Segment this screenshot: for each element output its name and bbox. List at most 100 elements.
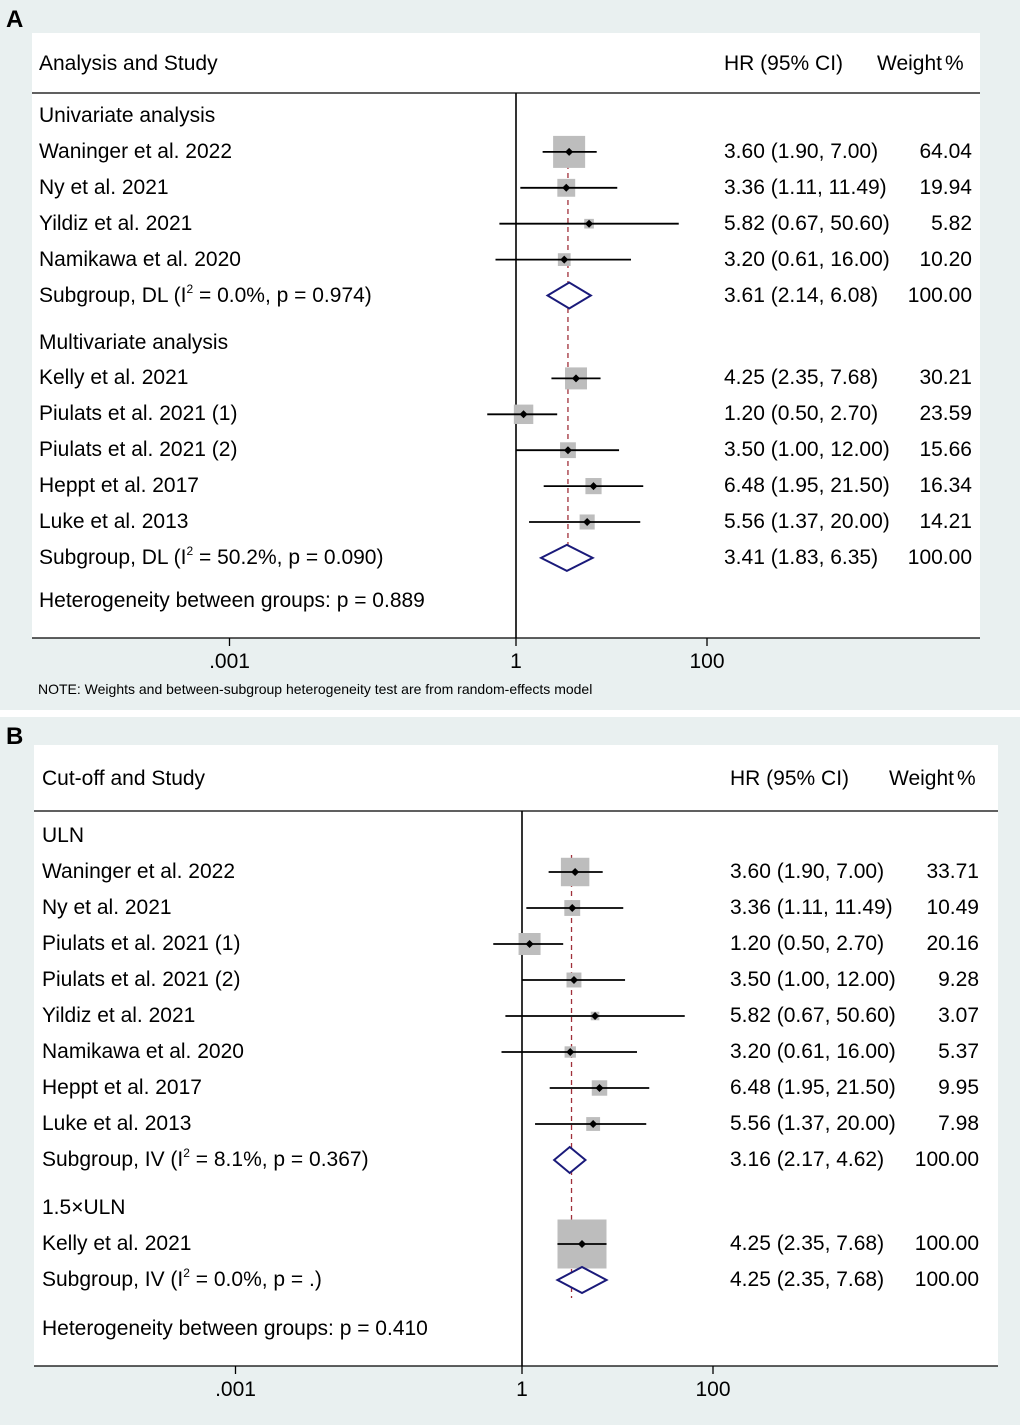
study-point-estimate — [563, 446, 572, 455]
study-point-estimate — [591, 1012, 600, 1020]
group-heading: 1.5×ULN — [42, 1196, 126, 1219]
subgroup-label: Subgroup, IV (I2 = 0.0%, p = .) — [42, 1266, 322, 1294]
subgroup-weight: 100.00 — [907, 283, 972, 307]
x-axis-tick-label: 1 — [516, 1378, 528, 1401]
study-point-estimate — [583, 518, 592, 526]
study-hr-ci: 6.48 (1.95, 21.50) — [730, 1076, 896, 1099]
header-weight-label: Weight — [877, 52, 942, 75]
subgroup-label-suffix: = 8.1%, p = 0.367) — [189, 1148, 369, 1171]
heterogeneity-between-groups: Heterogeneity between groups: p = 0.410 — [42, 1317, 428, 1340]
subgroup-diamond — [545, 281, 593, 310]
subgroup-hr-ci: 3.61 (2.14, 6.08) — [724, 283, 879, 307]
study-weight: 15.66 — [919, 438, 972, 462]
subgroup-weight: 100.00 — [914, 1268, 979, 1291]
header-hr-column: HR (95% CI) — [730, 767, 850, 790]
subgroup-label-suffix: = 0.0%, p = 0.974) — [193, 283, 372, 307]
study-weight: 3.07 — [938, 1004, 979, 1027]
study-hr-ci: 3.60 (1.90, 7.00) — [730, 860, 885, 883]
study-hr-ci: 3.60 (1.90, 7.00) — [724, 139, 879, 163]
study-point-estimate — [565, 147, 574, 156]
study-weight: 33.71 — [926, 860, 979, 883]
study-label: Luke et al. 2013 — [42, 1112, 192, 1135]
study-weight: 23.59 — [919, 402, 972, 426]
subgroup-hr-ci: 3.16 (2.17, 4.62) — [730, 1148, 885, 1171]
study-weight: 100.00 — [914, 1232, 979, 1255]
panel-b-plot-area — [34, 745, 998, 1366]
study-label: Yildiz et al. 2021 — [42, 1004, 196, 1027]
study-label: Heppt et al. 2017 — [42, 1076, 202, 1099]
study-hr-ci: 1.20 (0.50, 2.70) — [730, 932, 885, 955]
study-hr-ci: 3.50 (1.00, 12.00) — [724, 438, 890, 462]
x-axis-tick-label: .001 — [209, 650, 250, 673]
header-weight-column: Weight% — [889, 767, 976, 791]
subgroup-label-superscript: 2 — [186, 543, 194, 558]
panel-a-footnote: NOTE: Weights and between-subgroup heter… — [38, 681, 593, 697]
subgroup-label-prefix: Subgroup, IV (I — [42, 1148, 184, 1171]
study-point-estimate — [585, 219, 594, 228]
header-weight-label: Weight — [889, 767, 954, 790]
study-weight: 9.28 — [938, 968, 979, 991]
study-weight: 20.16 — [926, 932, 979, 955]
study-weight: 10.49 — [926, 896, 979, 919]
study-weight: 5.82 — [931, 211, 972, 235]
header-study-column: Cut-off and Study — [42, 767, 206, 790]
study-point-estimate — [572, 374, 581, 383]
study-point-estimate — [569, 976, 578, 984]
study-label: Kelly et al. 2021 — [42, 1232, 192, 1255]
x-axis-tick-label: 100 — [689, 650, 725, 673]
study-label: Piulats et al. 2021 (2) — [42, 968, 241, 991]
study-label: Ny et al. 2021 — [42, 896, 172, 919]
study-weight: 5.37 — [938, 1040, 979, 1063]
study-label: Waninger et al. 2022 — [39, 139, 233, 163]
subgroup-label-prefix: Subgroup, DL (I — [39, 283, 187, 307]
x-axis-tick-label: 100 — [695, 1378, 731, 1401]
study-point-estimate — [595, 1084, 604, 1092]
study-hr-ci: 1.20 (0.50, 2.70) — [724, 402, 879, 426]
study-label: Kelly et al. 2021 — [39, 366, 189, 390]
subgroup-label-prefix: Subgroup, IV (I — [42, 1268, 184, 1291]
group-heading: Multivariate analysis — [39, 330, 229, 354]
group-heading: ULN — [42, 824, 85, 847]
study-label: Luke et al. 2013 — [39, 510, 189, 533]
subgroup-label-superscript: 2 — [183, 1266, 190, 1280]
subgroup-diamond — [552, 1145, 588, 1175]
study-hr-ci: 3.20 (0.61, 16.00) — [724, 247, 890, 271]
study-hr-ci: 5.56 (1.37, 20.00) — [730, 1112, 896, 1135]
subgroup-label-suffix: = 0.0%, p = .) — [189, 1268, 322, 1291]
study-point-estimate — [562, 183, 571, 192]
study-point-estimate — [568, 904, 577, 912]
subgroup-label: Subgroup, DL (I2 = 50.2%, p = 0.090) — [39, 543, 383, 572]
study-hr-ci: 3.50 (1.00, 12.00) — [730, 968, 896, 991]
study-hr-ci: 5.56 (1.37, 20.00) — [724, 510, 890, 533]
study-hr-ci: 5.82 (0.67, 50.60) — [730, 1004, 896, 1027]
study-label: Waninger et al. 2022 — [42, 860, 236, 883]
study-point-estimate — [519, 410, 528, 419]
subgroup-weight: 100.00 — [914, 1148, 979, 1171]
study-point-estimate — [589, 482, 598, 491]
study-hr-ci: 4.25 (2.35, 7.68) — [730, 1232, 885, 1255]
study-point-estimate — [566, 1048, 575, 1056]
study-label: Piulats et al. 2021 (1) — [39, 402, 238, 426]
subgroup-weight: 100.00 — [907, 545, 972, 569]
header-weight-column: Weight% — [877, 52, 964, 76]
study-hr-ci: 5.82 (0.67, 50.60) — [724, 211, 890, 235]
heterogeneity-between-groups: Heterogeneity between groups: p = 0.889 — [39, 589, 425, 612]
study-point-estimate — [560, 255, 569, 264]
study-label: Namikawa et al. 2020 — [39, 247, 241, 271]
study-hr-ci: 3.36 (1.11, 11.49) — [724, 175, 887, 199]
header-weight-percent: % — [956, 767, 976, 790]
panel-a-letter: A — [6, 6, 24, 33]
study-weight: 14.21 — [919, 510, 972, 533]
header-hr-column: HR (95% CI) — [724, 52, 844, 75]
study-weight: 64.04 — [919, 139, 972, 163]
subgroup-diamond — [538, 543, 595, 573]
header-study-column: Analysis and Study — [39, 52, 218, 75]
subgroup-hr-ci: 3.41 (1.83, 6.35) — [724, 545, 879, 569]
study-weight: 9.95 — [938, 1076, 979, 1099]
study-point-estimate — [571, 868, 580, 876]
study-weight: 19.94 — [919, 175, 972, 199]
study-weight: 16.34 — [919, 474, 972, 498]
study-weight: 7.98 — [938, 1112, 979, 1135]
subgroup-diamond — [555, 1265, 609, 1295]
study-weight: 10.20 — [919, 247, 972, 271]
